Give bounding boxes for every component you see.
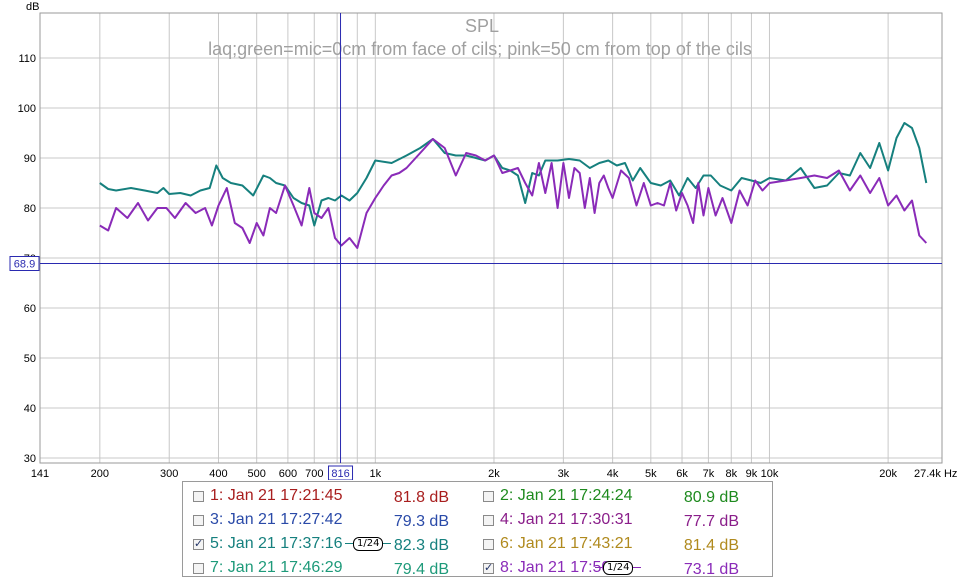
- measurement-name[interactable]: 2: Jan 21 17:24:24: [500, 487, 633, 504]
- cursor-y-readout-box: [9, 256, 40, 271]
- y-tick-label: 60: [24, 303, 36, 315]
- y-axis-label: dB: [26, 1, 39, 13]
- x-tick-label: 4k: [607, 468, 619, 480]
- x-tick-label: 10k: [761, 468, 779, 480]
- measurement-level-value: 81.4 dB: [683, 537, 739, 554]
- legend-item: 4: Jan 21 17:30:31: [483, 508, 633, 532]
- legend-item: 8: Jan 21 17:50:01: [483, 556, 633, 580]
- measurement-level-value: 82.3 dB: [393, 537, 449, 554]
- measurement-name[interactable]: 8: Jan 21 17:50:01: [500, 559, 633, 576]
- chart-subtitle: laq;green=mic=0cm from face of cils; pin…: [208, 39, 752, 59]
- smoothing-label: 1/24: [603, 560, 634, 575]
- x-tick-label: 200: [91, 468, 109, 480]
- measurement-visibility-checkbox[interactable]: [193, 490, 204, 502]
- cursor-y-readout: 68.9: [14, 259, 35, 271]
- measurement-visibility-checkbox[interactable]: [193, 537, 204, 550]
- x-tick-label: 600: [279, 468, 297, 480]
- series-line-2: [99, 138, 928, 249]
- y-tick-label: 100: [18, 103, 36, 115]
- y-tick-label: 90: [24, 153, 36, 165]
- measurement-name[interactable]: 1: Jan 21 17:21:45: [210, 487, 343, 504]
- measurement-level-value: 73.1 dB: [683, 561, 739, 578]
- cursor-x-readout: 816: [331, 468, 349, 480]
- x-tick-label: 9k: [746, 468, 758, 480]
- smoothing-label: 1/24: [353, 536, 384, 551]
- x-tick-label: 500: [247, 468, 265, 480]
- plot-area: [40, 13, 942, 463]
- y-tick-label: 40: [24, 403, 36, 415]
- measurement-visibility-checkbox[interactable]: [483, 538, 494, 550]
- x-tick-label: 3k: [558, 468, 570, 480]
- x-tick-label: 20k: [879, 468, 897, 480]
- legend-item: 6: Jan 21 17:43:21: [483, 532, 633, 556]
- y-tick-label: 80: [24, 203, 36, 215]
- x-tick-label: 6k: [676, 468, 688, 480]
- legend-item: 5: Jan 21 17:37:16: [193, 532, 343, 556]
- x-tick-label: 1k: [370, 468, 382, 480]
- cursor-x-readout-box: [328, 465, 354, 480]
- measurement-name[interactable]: 5: Jan 21 17:37:16: [210, 535, 343, 552]
- y-tick-label: 50: [24, 353, 36, 365]
- measurement-visibility-checkbox[interactable]: [483, 561, 494, 574]
- measurement-level-value: 80.9 dB: [683, 489, 739, 506]
- measurement-visibility-checkbox[interactable]: [193, 562, 204, 574]
- spl-chart: 30405060708090100110dB141200300400500600…: [9, 1, 957, 480]
- measurement-visibility-checkbox[interactable]: [483, 490, 494, 502]
- measurement-level-value: 79.3 dB: [393, 513, 449, 530]
- smoothing-indicator[interactable]: 1/24: [345, 536, 392, 551]
- legend-item: 1: Jan 21 17:21:45: [193, 484, 343, 508]
- legend-item: 7: Jan 21 17:46:29: [193, 556, 343, 580]
- legend-item: 3: Jan 21 17:27:42: [193, 508, 343, 532]
- measurement-legend: 1: Jan 21 17:21:45 81.8 dB 2: Jan 21 17:24…: [182, 481, 773, 580]
- measurement-visibility-checkbox[interactable]: [193, 514, 204, 526]
- measurement-level-value: 81.8 dB: [393, 489, 449, 506]
- x-tick-label: 8k: [725, 468, 737, 480]
- measurement-level-value: 77.7 dB: [683, 513, 739, 530]
- legend-item: 2: Jan 21 17:24:24: [483, 484, 633, 508]
- measurement-name[interactable]: 6: Jan 21 17:43:21: [500, 535, 633, 552]
- x-tick-label: 300: [160, 468, 178, 480]
- x-tick-label: 27.4k Hz: [914, 468, 957, 480]
- x-tick-label: 700: [305, 468, 323, 480]
- measurement-name[interactable]: 7: Jan 21 17:46:29: [210, 559, 343, 576]
- x-tick-label: 141: [31, 468, 49, 480]
- y-tick-label: 30: [24, 453, 36, 465]
- x-tick-label: 7k: [703, 468, 715, 480]
- x-tick-label: 5k: [645, 468, 657, 480]
- measurement-name[interactable]: 4: Jan 21 17:30:31: [500, 511, 633, 528]
- x-tick-label: 2k: [488, 468, 500, 480]
- smoothing-indicator[interactable]: 1/24: [595, 560, 642, 575]
- plot-frame: [39, 12, 943, 464]
- measurement-visibility-checkbox[interactable]: [483, 514, 494, 526]
- x-tick-label: 400: [209, 468, 227, 480]
- measurement-level-value: 79.4 dB: [393, 561, 449, 578]
- chart-title: SPL: [465, 16, 499, 36]
- measurement-name[interactable]: 3: Jan 21 17:27:42: [210, 511, 343, 528]
- y-tick-label: 110: [18, 53, 36, 65]
